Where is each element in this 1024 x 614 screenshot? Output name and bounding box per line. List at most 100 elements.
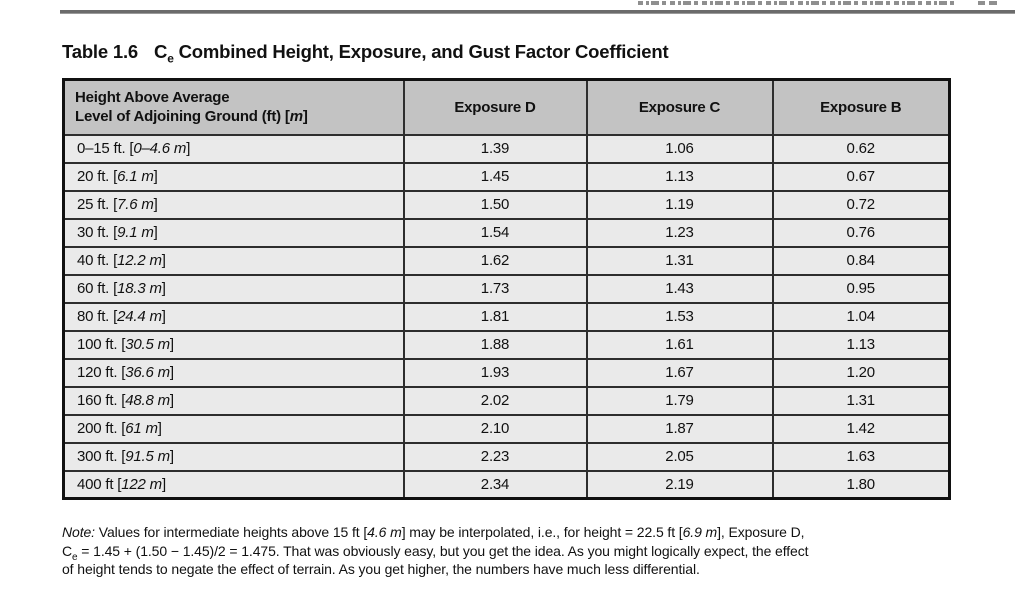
column-header-exposure-b: Exposure B <box>771 78 951 136</box>
running-header-clipped-page-number <box>978 1 997 5</box>
height-cell: 30 ft. [9.1 m] <box>62 217 405 248</box>
height-cell-close: ] <box>161 308 166 325</box>
table-note: Note: Values for intermediate heights ab… <box>62 523 962 579</box>
height-cell: 20 ft. [6.1 m] <box>62 161 405 192</box>
exposure-c-value-cell: 1.43 <box>585 273 774 304</box>
table-title-text: Combined Height, Exposure, and Gust Fact… <box>178 41 669 62</box>
height-cell-metric-italic: 9.1 m <box>117 224 154 241</box>
height-cell: 25 ft. [7.6 m] <box>62 189 405 220</box>
exposure-c-value-cell: 2.19 <box>585 469 774 500</box>
height-cell: 60 ft. [18.3 m] <box>62 273 405 304</box>
height-cell: 400 ft [122 m] <box>62 469 405 500</box>
exposure-d-value-cell: 1.73 <box>402 273 588 304</box>
table-row: 0–15 ft. [0–4.6 m] 1.39 1.06 0.62 <box>62 133 951 164</box>
table-row: 100 ft. [30.5 m] 1.88 1.61 1.13 <box>62 329 951 360</box>
column-header-exposure-c: Exposure C <box>585 78 774 136</box>
table-number: Table 1.6 <box>62 41 139 62</box>
height-cell-metric-italic: 61 m <box>125 420 158 437</box>
exposure-c-value-cell: 2.05 <box>585 441 774 472</box>
exposure-c-value-cell: 1.06 <box>585 133 774 164</box>
exposure-c-value-cell: 1.19 <box>585 189 774 220</box>
height-header-line2: Level of Adjoining Ground (ft) [ <box>75 108 290 126</box>
exposure-c-value-cell: 1.13 <box>585 161 774 192</box>
height-cell-text: 20 ft. [ <box>77 168 118 185</box>
exposure-d-value-cell: 1.45 <box>402 161 588 192</box>
running-header-clipped-text <box>638 1 958 5</box>
height-cell: 100 ft. [30.5 m] <box>62 329 405 360</box>
table-row: 160 ft. [48.8 m] 2.02 1.79 1.31 <box>62 385 951 416</box>
column-header-exposure-d: Exposure D <box>402 78 588 136</box>
coefficient-symbol: Ce <box>154 41 174 65</box>
exposure-b-value-cell: 1.20 <box>771 357 951 388</box>
table-row: 200 ft. [61 m] 2.10 1.87 1.42 <box>62 413 951 444</box>
exposure-d-value-cell: 1.62 <box>402 245 588 276</box>
note-segment: Values for intermediate heights above 15… <box>94 524 368 540</box>
exposure-c-value-cell: 1.23 <box>585 217 774 248</box>
height-cell-metric-italic: 12.2 m <box>117 252 162 269</box>
exposure-d-value-cell: 1.50 <box>402 189 588 220</box>
height-cell: 300 ft. [91.5 m] <box>62 441 405 472</box>
height-header-line2-close: ] <box>302 108 308 126</box>
height-cell-metric-italic: 48.8 m <box>125 392 170 409</box>
height-header-line1: Height Above Average <box>75 89 230 107</box>
exposure-b-value-cell: 0.62 <box>771 133 951 164</box>
height-cell-close: ] <box>169 392 174 409</box>
height-cell-close: ] <box>169 336 174 353</box>
height-cell: 200 ft. [61 m] <box>62 413 405 444</box>
table-row: 60 ft. [18.3 m] 1.73 1.43 0.95 <box>62 273 951 304</box>
height-cell-close: ] <box>169 364 174 381</box>
height-cell-metric-italic: 7.6 m <box>117 196 154 213</box>
height-cell: 120 ft. [36.6 m] <box>62 357 405 388</box>
height-cell-text: 160 ft. [ <box>77 392 126 409</box>
exposure-c-value-cell: 1.53 <box>585 301 774 332</box>
height-cell-close: ] <box>153 224 158 241</box>
table-row: 80 ft. [24.4 m] 1.81 1.53 1.04 <box>62 301 951 332</box>
height-cell-metric-italic: 30.5 m <box>125 336 170 353</box>
header-rule <box>60 10 1015 14</box>
height-cell-close: ] <box>161 475 166 493</box>
height-cell-text: 30 ft. [ <box>77 224 118 241</box>
exposure-b-value-cell: 1.04 <box>771 301 951 332</box>
exposure-c-value-cell: 1.61 <box>585 329 774 360</box>
height-cell-close: ] <box>186 140 191 157</box>
table-row: 25 ft. [7.6 m] 1.50 1.19 0.72 <box>62 189 951 220</box>
note-segment: = 1.45 + (1.50 − 1.45)/2 = 1.475. That w… <box>77 542 809 559</box>
exposure-d-value-cell: 1.88 <box>402 329 588 360</box>
exposure-b-value-cell: 0.67 <box>771 161 951 192</box>
note-line: of height tends to negate the effect of … <box>62 560 962 579</box>
table-row: 40 ft. [12.2 m] 1.62 1.31 0.84 <box>62 245 951 276</box>
exposure-c-value-cell: 1.87 <box>585 413 774 444</box>
table-row: 20 ft. [6.1 m] 1.45 1.13 0.67 <box>62 161 951 192</box>
height-cell-text: 40 ft. [ <box>77 252 118 269</box>
height-cell-close: ] <box>153 196 158 213</box>
table-row: 400 ft [122 m] 2.34 2.19 1.80 <box>62 469 951 500</box>
height-cell-text: 80 ft. [ <box>77 308 118 325</box>
exposure-c-value-cell: 1.31 <box>585 245 774 276</box>
table-row: 120 ft. [36.6 m] 1.93 1.67 1.20 <box>62 357 951 388</box>
coefficient-symbol-base: C <box>154 41 168 62</box>
exposure-b-value-cell: 0.76 <box>771 217 951 248</box>
note-segment: ], Exposure D, <box>717 524 805 540</box>
table-row: 30 ft. [9.1 m] 1.54 1.23 0.76 <box>62 217 951 248</box>
height-cell-metric-italic: 6.1 m <box>117 168 154 185</box>
table-row: 300 ft. [91.5 m] 2.23 2.05 1.63 <box>62 441 951 472</box>
exposure-b-value-cell: 1.13 <box>771 329 951 360</box>
height-cell-text: 25 ft. [ <box>77 196 118 213</box>
height-cell: 80 ft. [24.4 m] <box>62 301 405 332</box>
height-cell-text: 120 ft. [ <box>77 364 126 381</box>
exposure-d-value-cell: 1.93 <box>402 357 588 388</box>
exposure-b-value-cell: 1.31 <box>771 385 951 416</box>
exposure-b-value-cell: 1.80 <box>771 469 951 500</box>
height-cell-text: 400 ft [ <box>77 475 122 493</box>
ce-coefficient-table: Height Above Average Level of Adjoining G… <box>62 78 951 500</box>
note-segment: e <box>72 551 78 563</box>
height-cell-text: 60 ft. [ <box>77 280 118 297</box>
height-cell-close: ] <box>161 252 166 269</box>
height-cell-close: ] <box>161 280 166 297</box>
height-cell-metric-italic: 36.6 m <box>125 364 170 381</box>
note-segment: Note: <box>62 524 95 540</box>
exposure-d-value-cell: 1.39 <box>402 133 588 164</box>
exposure-b-value-cell: 1.63 <box>771 441 951 472</box>
table-body: 0–15 ft. [0–4.6 m] 1.39 1.06 0.62 20 ft.… <box>62 133 951 500</box>
